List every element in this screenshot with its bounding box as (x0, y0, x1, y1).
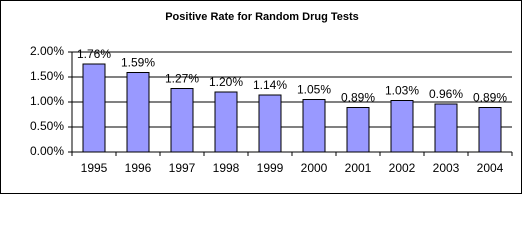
y-tick-label: 1.50% (30, 69, 64, 83)
x-tick-label: 1999 (257, 161, 284, 175)
bar (214, 91, 238, 153)
x-tick-label: 2001 (345, 161, 372, 175)
x-tick-label: 2003 (433, 161, 460, 175)
y-tick-label: 2.00% (30, 44, 64, 58)
x-tick-label: 1996 (125, 161, 152, 175)
value-label: 0.89% (473, 91, 507, 105)
y-tick-label: 0.00% (30, 144, 64, 158)
value-label: 0.96% (429, 87, 463, 101)
x-tick-label: 2002 (389, 161, 416, 175)
bar (346, 107, 370, 153)
x-tick-label: 2000 (301, 161, 328, 175)
y-tick-label: 1.00% (30, 94, 64, 108)
value-label: 1.59% (121, 56, 155, 70)
x-tick-label: 1998 (213, 161, 240, 175)
x-tick-label: 1997 (169, 161, 196, 175)
bar (258, 94, 282, 153)
chart-title: Positive Rate for Random Drug Tests (165, 11, 359, 23)
bar (478, 107, 502, 153)
y-tick-label: 0.50% (30, 119, 64, 133)
x-tick-label: 2004 (477, 161, 504, 175)
bar (126, 72, 150, 153)
bar (170, 88, 194, 153)
value-label: 1.20% (209, 75, 243, 89)
value-label: 0.89% (341, 91, 375, 105)
bar (82, 63, 106, 153)
value-label: 1.05% (297, 83, 331, 97)
bar (302, 99, 326, 153)
value-label: 1.14% (253, 78, 287, 92)
bar (434, 103, 458, 153)
chart: Positive Rate for Random Drug Tests 0.00… (0, 0, 522, 194)
x-tick-label: 1995 (81, 161, 108, 175)
bar (390, 100, 414, 153)
value-label: 1.27% (165, 72, 199, 86)
value-label: 1.76% (77, 47, 111, 61)
value-label: 1.03% (385, 84, 419, 98)
